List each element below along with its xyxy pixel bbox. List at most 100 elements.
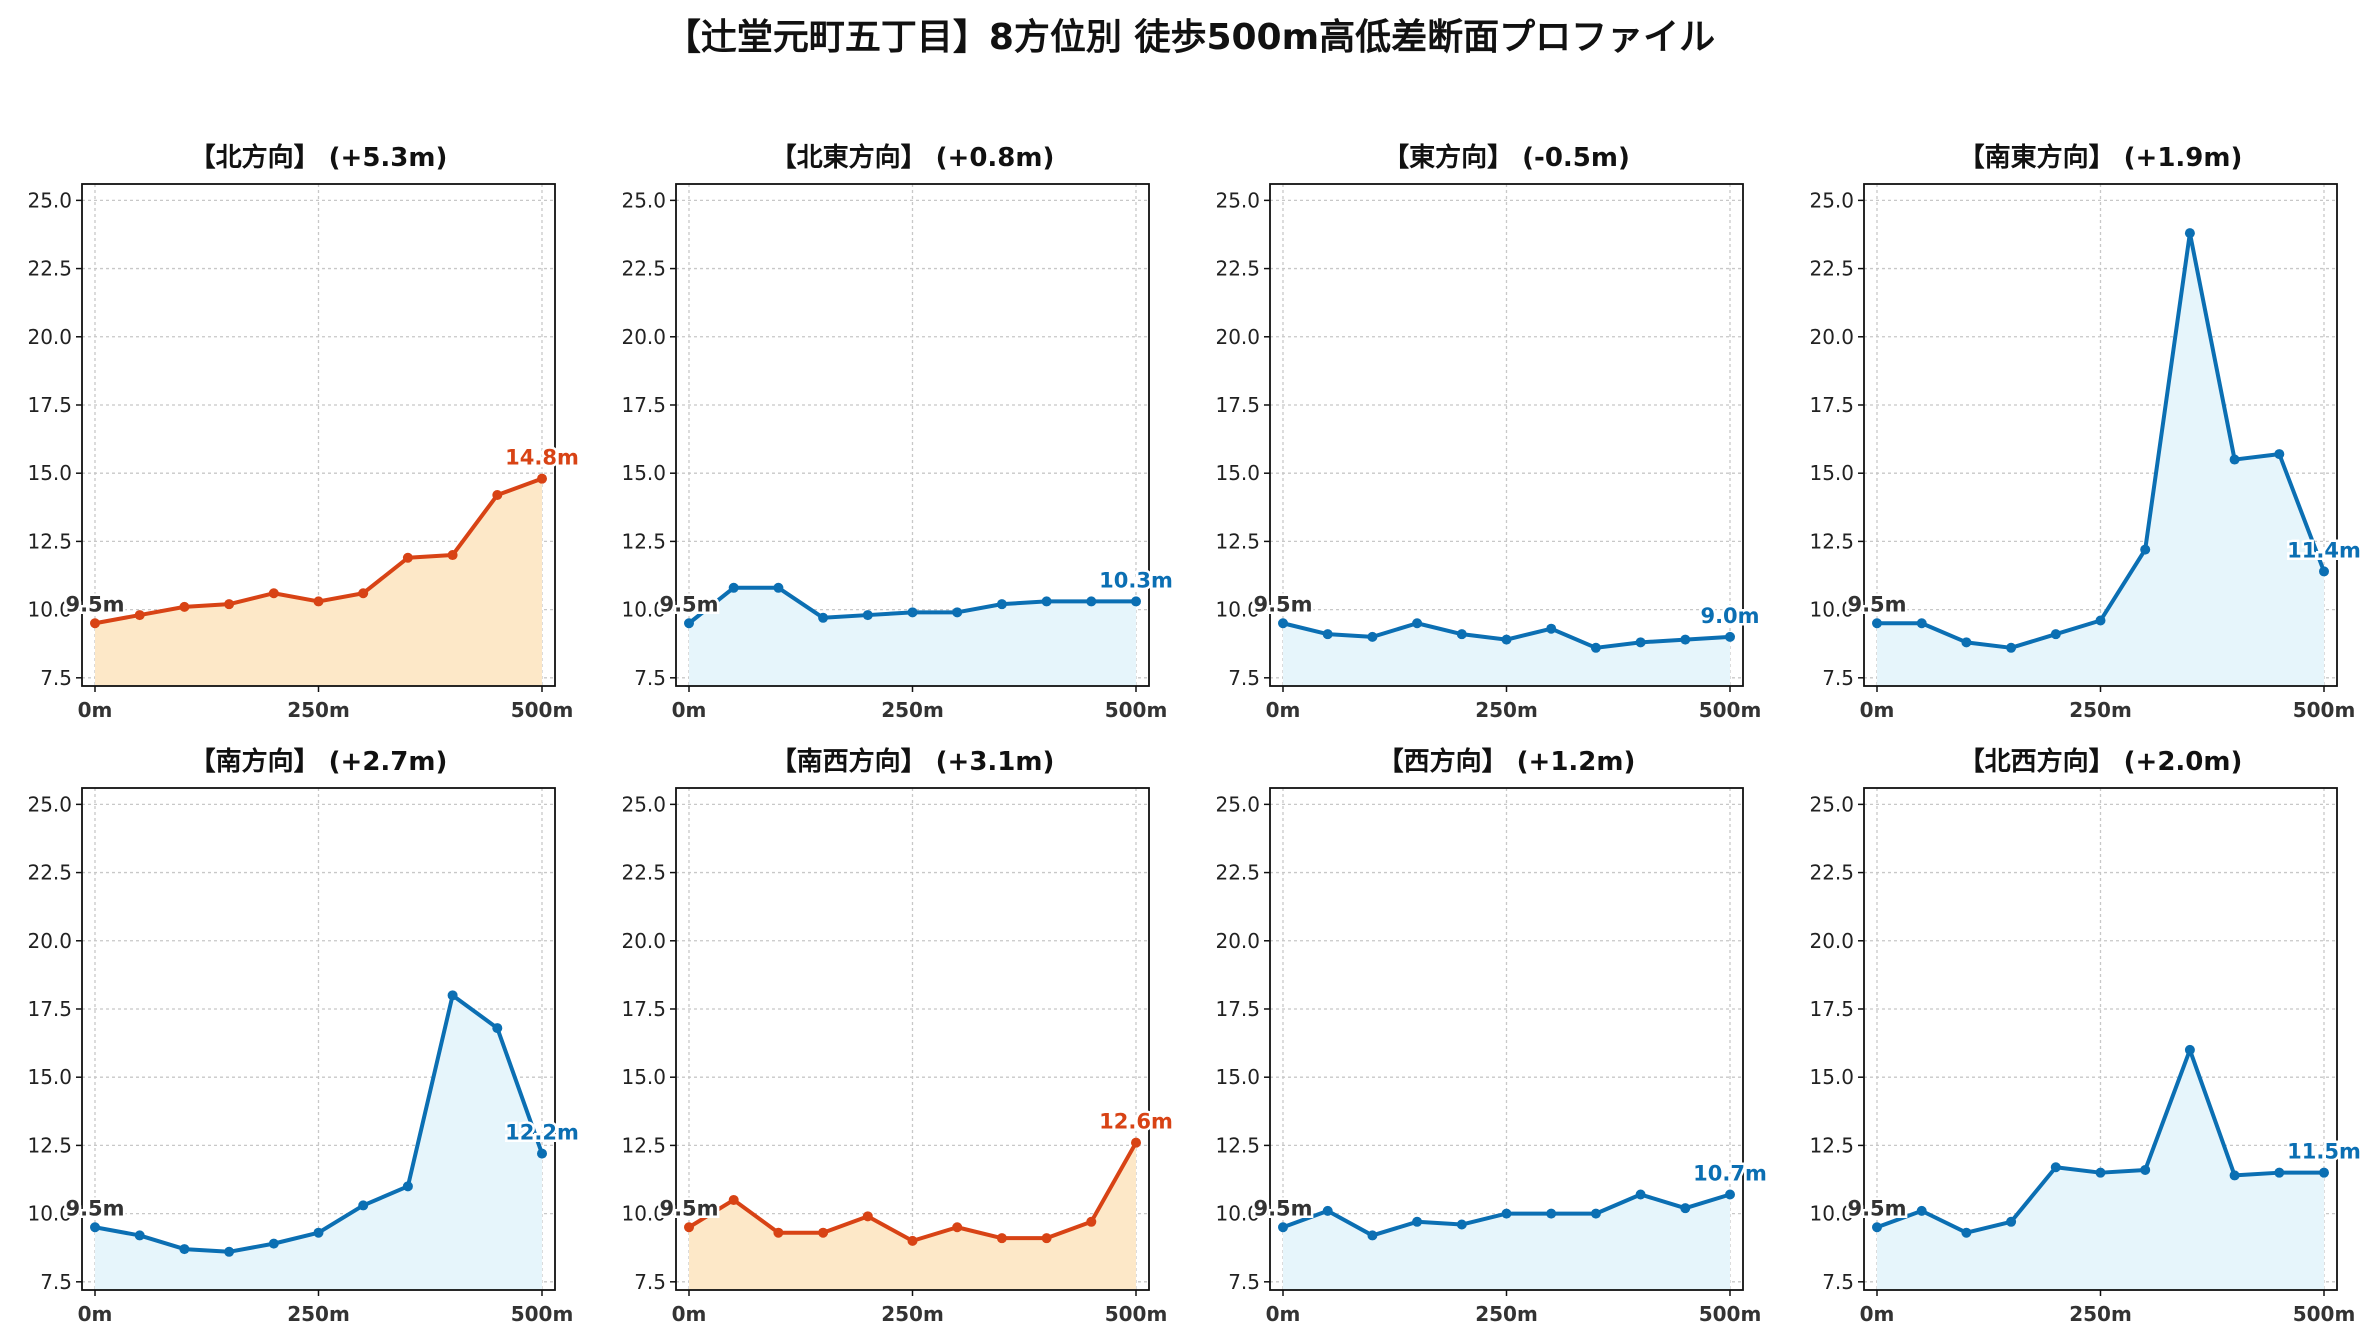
y-tick-label: 25.0 bbox=[1809, 188, 1854, 212]
x-tick-label: 500m bbox=[1105, 1302, 1168, 1326]
x-tick-label: 0m bbox=[672, 1302, 707, 1326]
y-tick-label: 12.5 bbox=[621, 1133, 666, 1157]
data-point bbox=[1086, 1216, 1097, 1227]
y-tick-label: 12.5 bbox=[1809, 1133, 1854, 1157]
data-point bbox=[1961, 1227, 1972, 1238]
end-label: 10.7m bbox=[1693, 1162, 1767, 1186]
y-tick-label: 10.0 bbox=[621, 598, 666, 622]
y-tick-label: 10.0 bbox=[1215, 598, 1260, 622]
data-point bbox=[1916, 618, 1927, 629]
x-tick-label: 500m bbox=[2293, 698, 2356, 722]
x-tick-label: 250m bbox=[2069, 1302, 2132, 1326]
data-point bbox=[1590, 1208, 1601, 1219]
y-tick-label: 20.0 bbox=[27, 929, 72, 953]
y-tick-label: 22.5 bbox=[1809, 861, 1854, 885]
y-tick-label: 15.0 bbox=[1215, 1065, 1260, 1089]
y-tick-label: 10.0 bbox=[1809, 1202, 1854, 1226]
data-point bbox=[2184, 1044, 2195, 1055]
data-point bbox=[2050, 1162, 2061, 1173]
end-label: 11.5m bbox=[2287, 1140, 2361, 1164]
y-tick-label: 20.0 bbox=[1809, 929, 1854, 953]
data-point bbox=[1322, 629, 1333, 640]
start-label: 9.5m bbox=[1253, 592, 1312, 616]
data-point bbox=[2319, 566, 2329, 577]
x-tick-label: 500m bbox=[1699, 698, 1762, 722]
area-fill bbox=[1283, 1194, 1730, 1290]
data-point bbox=[447, 990, 458, 1001]
data-point bbox=[2006, 642, 2017, 653]
y-tick-label: 17.5 bbox=[621, 997, 666, 1021]
y-tick-label: 20.0 bbox=[1215, 929, 1260, 953]
data-point bbox=[1590, 642, 1601, 653]
data-point bbox=[2095, 1167, 2106, 1178]
data-point bbox=[134, 610, 145, 621]
subplot-3: 【南東方向】 (+1.9m) 7.5 10.0 12.5 15.0 17.5 20.0 22.… bbox=[1809, 142, 2363, 722]
data-point bbox=[492, 1023, 503, 1034]
subplot-title: 【南方向】 (+2.7m) bbox=[190, 746, 448, 777]
y-tick-label: 7.5 bbox=[1822, 1270, 1854, 1294]
data-point bbox=[179, 1244, 190, 1255]
data-point bbox=[1501, 634, 1512, 645]
y-tick-label: 7.5 bbox=[1228, 666, 1260, 690]
data-point bbox=[773, 1227, 784, 1238]
start-label: 9.5m bbox=[1253, 1196, 1312, 1220]
x-tick-label: 500m bbox=[1105, 698, 1168, 722]
y-tick-label: 12.5 bbox=[1215, 529, 1260, 553]
data-point bbox=[2229, 454, 2240, 465]
data-point bbox=[537, 473, 547, 484]
data-point bbox=[1872, 618, 1882, 629]
subplot-0: 【北方向】 (+5.3m) 7.5 10.0 12.5 15.0 17.5 20.0 22.5… bbox=[27, 142, 581, 722]
area-fill bbox=[95, 995, 542, 1290]
data-point bbox=[952, 607, 963, 618]
y-tick-label: 25.0 bbox=[27, 188, 72, 212]
data-point bbox=[2184, 228, 2195, 239]
data-point bbox=[90, 618, 100, 629]
data-point bbox=[1501, 1208, 1512, 1219]
y-tick-label: 20.0 bbox=[621, 325, 666, 349]
data-point bbox=[862, 610, 873, 621]
data-point bbox=[1131, 1137, 1141, 1148]
y-tick-label: 25.0 bbox=[27, 792, 72, 816]
y-tick-label: 15.0 bbox=[621, 461, 666, 485]
data-point bbox=[2095, 615, 2106, 626]
data-point bbox=[728, 582, 739, 593]
x-tick-label: 500m bbox=[1699, 1302, 1762, 1326]
y-tick-label: 22.5 bbox=[1809, 257, 1854, 281]
y-tick-label: 12.5 bbox=[1215, 1133, 1260, 1157]
y-tick-label: 7.5 bbox=[1228, 1270, 1260, 1294]
subplot-title: 【北方向】 (+5.3m) bbox=[190, 142, 448, 173]
end-label: 12.6m bbox=[1099, 1110, 1173, 1134]
data-point bbox=[1680, 634, 1691, 645]
figure-title: 【辻堂元町五丁目】8方位別 徒歩500m高低差断面プロファイル bbox=[664, 17, 1716, 58]
end-label: 14.8m bbox=[505, 446, 579, 470]
y-tick-label: 25.0 bbox=[621, 792, 666, 816]
x-tick-label: 250m bbox=[287, 698, 350, 722]
y-tick-label: 7.5 bbox=[634, 1270, 666, 1294]
start-label: 9.5m bbox=[65, 1196, 124, 1220]
subplot-title: 【西方向】 (+1.2m) bbox=[1378, 746, 1636, 777]
data-point bbox=[1322, 1205, 1333, 1216]
x-tick-label: 0m bbox=[1860, 1302, 1895, 1326]
data-point bbox=[358, 1200, 369, 1211]
x-tick-label: 500m bbox=[511, 1302, 574, 1326]
y-tick-label: 15.0 bbox=[1809, 461, 1854, 485]
data-point bbox=[2140, 544, 2151, 555]
end-label: 12.2m bbox=[505, 1121, 579, 1145]
data-point bbox=[1131, 596, 1141, 607]
data-point bbox=[684, 618, 694, 629]
y-tick-label: 25.0 bbox=[621, 188, 666, 212]
data-point bbox=[1725, 631, 1735, 642]
start-label: 9.5m bbox=[1847, 592, 1906, 616]
y-tick-label: 12.5 bbox=[27, 529, 72, 553]
data-point bbox=[818, 612, 829, 623]
y-tick-label: 17.5 bbox=[1809, 997, 1854, 1021]
subplot-title: 【南東方向】 (+1.9m) bbox=[1959, 142, 2243, 173]
data-point bbox=[728, 1194, 739, 1205]
y-tick-label: 25.0 bbox=[1809, 792, 1854, 816]
data-point bbox=[2319, 1167, 2329, 1178]
start-label: 9.5m bbox=[65, 592, 124, 616]
y-tick-label: 17.5 bbox=[27, 393, 72, 417]
y-tick-label: 17.5 bbox=[621, 393, 666, 417]
y-tick-label: 7.5 bbox=[634, 666, 666, 690]
